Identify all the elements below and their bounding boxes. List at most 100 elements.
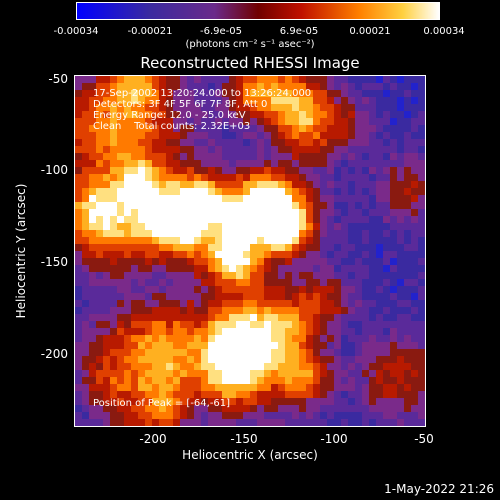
heatmap-cell xyxy=(411,307,419,315)
heatmap-cell xyxy=(348,307,356,315)
heatmap-cell xyxy=(362,356,370,364)
heatmap-cell xyxy=(103,349,111,357)
heatmap-cell xyxy=(334,293,342,301)
heatmap-cell xyxy=(397,90,405,98)
heatmap-cell xyxy=(229,314,237,322)
heatmap-cell xyxy=(285,398,293,406)
heatmap-cell xyxy=(411,160,419,168)
heatmap-cell xyxy=(299,391,307,399)
heatmap-cell xyxy=(96,132,104,140)
heatmap-cell xyxy=(306,251,314,259)
heatmap-cell xyxy=(327,370,335,378)
heatmap-cell xyxy=(229,300,237,308)
heatmap-cell xyxy=(166,349,174,357)
heatmap-cell xyxy=(313,419,321,426)
heatmap-cell xyxy=(159,223,167,231)
heatmap-cell xyxy=(229,216,237,224)
heatmap-cell xyxy=(341,321,349,329)
heatmap-cell xyxy=(292,398,300,406)
y-tick-label: -200 xyxy=(40,347,68,361)
heatmap-cell xyxy=(229,76,237,84)
heatmap-cell xyxy=(376,146,384,154)
heatmap-cell xyxy=(404,146,412,154)
heatmap-cell xyxy=(96,328,104,336)
heatmap-cell xyxy=(418,363,425,371)
heatmap-cell xyxy=(390,132,398,140)
heatmap-cell xyxy=(96,244,104,252)
heatmap-cell xyxy=(222,132,230,140)
heatmap-cell xyxy=(152,377,160,385)
heatmap-cell xyxy=(222,391,230,399)
heatmap-cell xyxy=(159,76,167,84)
heatmap-cell xyxy=(264,321,272,329)
heatmap-cell xyxy=(131,356,139,364)
heatmap-cell xyxy=(201,174,209,182)
heatmap-cell xyxy=(215,384,223,392)
heatmap-cell xyxy=(75,223,83,231)
heatmap-cell xyxy=(159,272,167,280)
heatmap-cell xyxy=(187,300,195,308)
heatmap-cell xyxy=(306,356,314,364)
heatmap-cell xyxy=(82,83,90,91)
heatmap-cell xyxy=(348,237,356,245)
heatmap-cell xyxy=(187,356,195,364)
heatmap-cell xyxy=(383,363,391,371)
heatmap-cell xyxy=(138,97,146,105)
heatmap-cell xyxy=(299,363,307,371)
heatmap-cell xyxy=(117,104,125,112)
heatmap-cell xyxy=(306,230,314,238)
heatmap-cell xyxy=(173,188,181,196)
heatmap-cell xyxy=(411,356,419,364)
heatmap-cell xyxy=(180,405,188,413)
heatmap-cell xyxy=(229,412,237,420)
heatmap-cell xyxy=(362,111,370,119)
heatmap-cell xyxy=(117,216,125,224)
heatmap-cell xyxy=(369,328,377,336)
heatmap-cell xyxy=(257,314,265,322)
heatmap-cell xyxy=(334,286,342,294)
heatmap-cell xyxy=(89,279,97,287)
heatmap-cell xyxy=(313,279,321,287)
heatmap-cell xyxy=(187,265,195,273)
heatmap-cell xyxy=(355,307,363,315)
heatmap-cell xyxy=(376,153,384,161)
heatmap-cell xyxy=(341,251,349,259)
heatmap-cell xyxy=(166,356,174,364)
heatmap-cell xyxy=(131,111,139,119)
heatmap-cell xyxy=(313,251,321,259)
heatmap-cell xyxy=(271,188,279,196)
heatmap-cell xyxy=(278,139,286,147)
heatmap-cell xyxy=(334,202,342,210)
heatmap-cell xyxy=(264,251,272,259)
heatmap-cell xyxy=(215,139,223,147)
heatmap-cell xyxy=(313,223,321,231)
heatmap-cell xyxy=(222,237,230,245)
heatmap-cell xyxy=(110,412,118,420)
heatmap-cell xyxy=(166,139,174,147)
heatmap-cell xyxy=(75,307,83,315)
heatmap-cell xyxy=(376,174,384,182)
heatmap-cell xyxy=(362,251,370,259)
heatmap-cell xyxy=(383,132,391,140)
heatmap-cell xyxy=(369,160,377,168)
heatmap-cell xyxy=(327,398,335,406)
heatmap-cell xyxy=(96,76,104,84)
heatmap-cell xyxy=(89,188,97,196)
heatmap-cell xyxy=(348,181,356,189)
heatmap-cell xyxy=(362,160,370,168)
heatmap-cell xyxy=(306,160,314,168)
heatmap-cell xyxy=(299,244,307,252)
heatmap-cell xyxy=(159,132,167,140)
heatmap-cell xyxy=(348,167,356,175)
heatmap-cell xyxy=(369,223,377,231)
heatmap-cell xyxy=(271,181,279,189)
heatmap-cell xyxy=(236,167,244,175)
heatmap-cell xyxy=(383,202,391,210)
heatmap-cell xyxy=(187,363,195,371)
heatmap-cell xyxy=(187,398,195,406)
heatmap-cell xyxy=(201,377,209,385)
heatmap-cell xyxy=(159,181,167,189)
heatmap-cell xyxy=(96,300,104,308)
heatmap-cell xyxy=(138,132,146,140)
heatmap-cell xyxy=(376,419,384,426)
